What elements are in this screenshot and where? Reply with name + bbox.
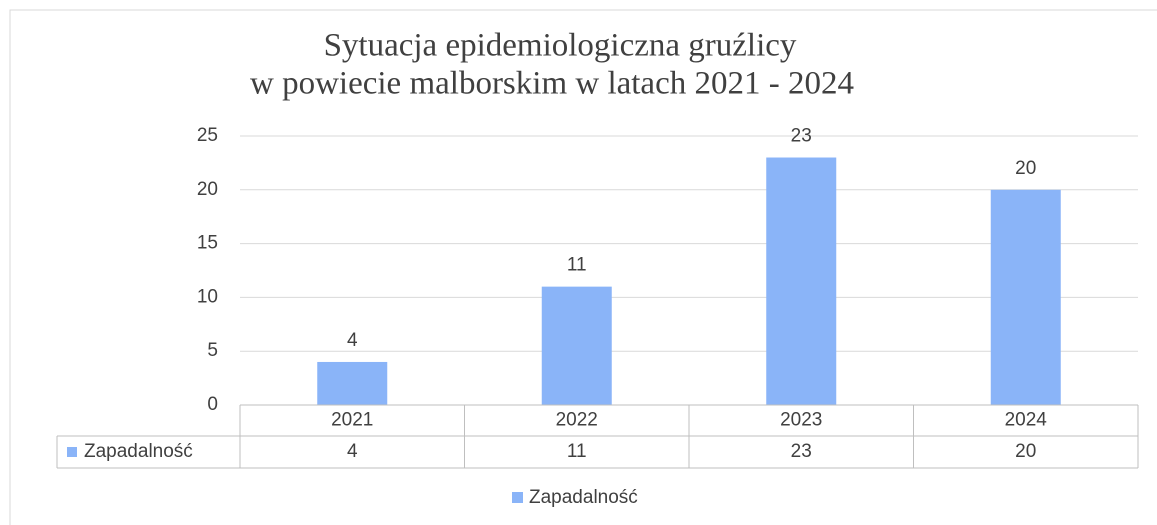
- table-row-header: Zapadalność: [84, 441, 193, 462]
- y-tick-label: 5: [207, 340, 218, 361]
- y-tick-label: 20: [197, 179, 218, 200]
- x-tick-label: 2022: [556, 410, 598, 431]
- y-tick-label: 25: [197, 125, 218, 146]
- chart-title: w powiecie malborskim w latach 2021 - 20…: [250, 66, 854, 102]
- table-legend-key: [67, 447, 77, 457]
- x-tick-label: 2023: [780, 410, 822, 431]
- legend-key: [512, 492, 523, 503]
- data-label: 20: [1015, 158, 1036, 179]
- table-value: 11: [567, 441, 587, 462]
- chart-title: Sytuacja epidemiologiczna gruźlicy: [324, 28, 797, 64]
- y-tick-label: 15: [197, 233, 218, 254]
- bar: [990, 189, 1061, 405]
- table-value: 23: [791, 441, 812, 462]
- table-value: 20: [1015, 441, 1036, 462]
- data-label: 11: [567, 255, 587, 276]
- chart-border: [9, 9, 1157, 525]
- x-tick-label: 2024: [1005, 410, 1048, 431]
- table-value: 4: [347, 441, 358, 462]
- bar: [766, 157, 837, 405]
- legend-label: Zapadalność: [529, 487, 638, 508]
- x-tick-label: 2021: [331, 410, 373, 431]
- y-tick-label: 10: [197, 286, 218, 307]
- data-label: 23: [791, 126, 812, 147]
- bar: [541, 286, 612, 405]
- data-label: 4: [347, 330, 358, 351]
- y-tick-label: 0: [207, 394, 218, 415]
- bar: [317, 361, 388, 405]
